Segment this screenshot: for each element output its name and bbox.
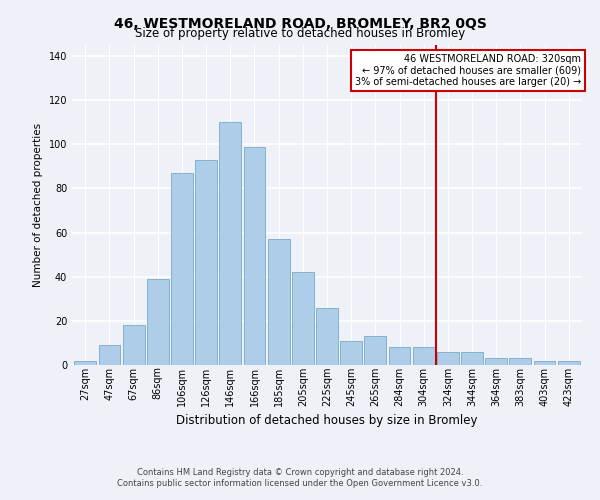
Bar xyxy=(123,326,145,365)
Bar xyxy=(220,122,241,365)
Bar xyxy=(389,348,410,365)
Bar xyxy=(340,340,362,365)
Bar xyxy=(558,360,580,365)
Bar xyxy=(316,308,338,365)
Bar xyxy=(147,279,169,365)
Bar xyxy=(98,345,121,365)
Bar xyxy=(244,146,265,365)
Bar xyxy=(461,352,483,365)
Bar xyxy=(485,358,507,365)
Bar xyxy=(364,336,386,365)
Bar xyxy=(437,352,459,365)
Bar xyxy=(195,160,217,365)
Bar xyxy=(413,348,434,365)
Bar xyxy=(74,360,96,365)
Bar xyxy=(171,173,193,365)
Text: 46, WESTMORELAND ROAD, BROMLEY, BR2 0QS: 46, WESTMORELAND ROAD, BROMLEY, BR2 0QS xyxy=(113,18,487,32)
Text: Size of property relative to detached houses in Bromley: Size of property relative to detached ho… xyxy=(135,28,465,40)
X-axis label: Distribution of detached houses by size in Bromley: Distribution of detached houses by size … xyxy=(176,414,478,427)
Text: 46 WESTMORELAND ROAD: 320sqm
← 97% of detached houses are smaller (609)
3% of se: 46 WESTMORELAND ROAD: 320sqm ← 97% of de… xyxy=(355,54,581,87)
Bar xyxy=(509,358,531,365)
Text: Contains HM Land Registry data © Crown copyright and database right 2024.
Contai: Contains HM Land Registry data © Crown c… xyxy=(118,468,482,487)
Bar xyxy=(292,272,314,365)
Bar xyxy=(533,360,556,365)
Bar xyxy=(268,239,290,365)
Y-axis label: Number of detached properties: Number of detached properties xyxy=(33,123,43,287)
